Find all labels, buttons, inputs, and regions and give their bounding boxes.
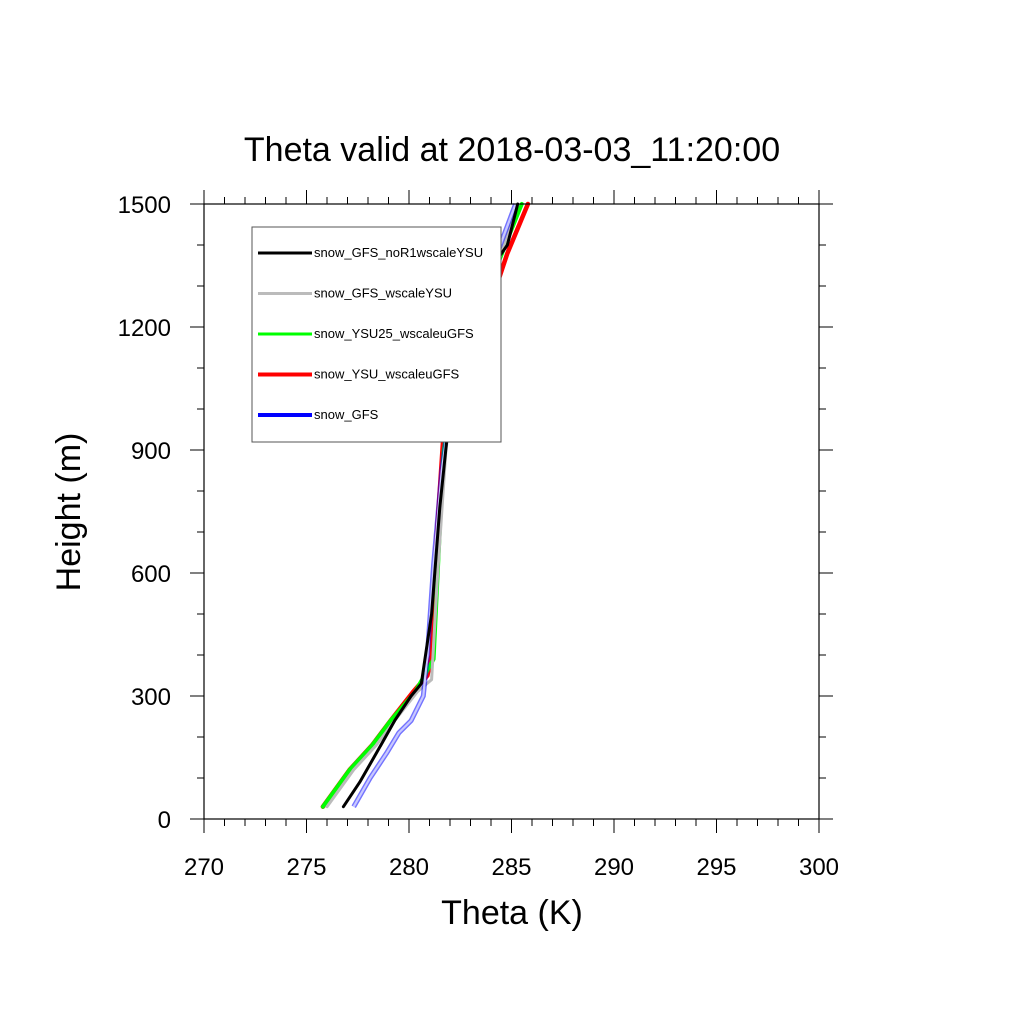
legend: snow_GFS_noR1wscaleYSU snow_GFS_wscaleYSU… — [251, 226, 502, 443]
y-tick-label: 600 — [131, 561, 171, 588]
x-tick-label: 275 — [286, 854, 326, 881]
y-axis-label: Height (m) — [50, 433, 88, 592]
y-tick-label: 1200 — [118, 315, 171, 342]
x-tick-labels: 270 275 280 285 290 295 300 — [184, 854, 839, 881]
legend-label: snow_GFS_wscaleYSU — [314, 286, 452, 301]
legend-label: snow_GFS — [314, 407, 379, 422]
x-tick-label: 300 — [799, 854, 839, 881]
y-tick-label: 900 — [131, 438, 171, 465]
y-tick-label: 300 — [131, 684, 171, 711]
legend-label: snow_GFS_noR1wscaleYSU — [314, 245, 483, 260]
y-tick-labels: 0 300 600 900 1200 1500 — [118, 192, 171, 834]
x-tick-label: 270 — [184, 854, 224, 881]
legend-label: snow_YSU_wscaleuGFS — [314, 367, 460, 382]
x-tick-label: 290 — [594, 854, 634, 881]
x-tick-label: 280 — [389, 854, 429, 881]
ticks-layer — [190, 190, 833, 833]
x-tick-label: 285 — [491, 854, 531, 881]
x-tick-label: 295 — [696, 854, 736, 881]
legend-label: snow_YSU25_wscaleuGFS — [314, 326, 474, 341]
y-tick-label: 0 — [158, 807, 171, 834]
y-tick-label: 1500 — [118, 192, 171, 219]
chart-title: Theta valid at 2018-03-03_11:20:00 — [244, 131, 780, 169]
x-axis-label: Theta (K) — [441, 894, 583, 932]
